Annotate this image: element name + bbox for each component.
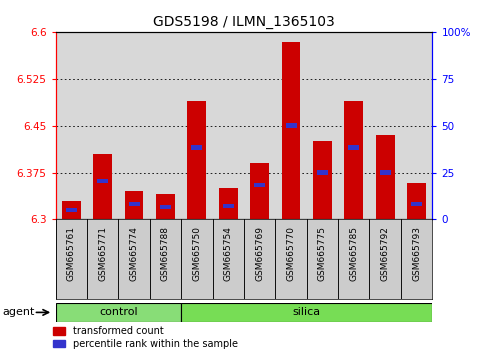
Text: agent: agent bbox=[2, 307, 35, 318]
Bar bbox=[97, 178, 108, 183]
Bar bbox=[250, 163, 269, 219]
Text: GSM665771: GSM665771 bbox=[98, 226, 107, 281]
Bar bbox=[285, 124, 297, 128]
Bar bbox=[56, 303, 181, 322]
Bar bbox=[187, 101, 206, 219]
Bar bbox=[282, 42, 300, 219]
Bar bbox=[66, 208, 77, 212]
Legend: transformed count, percentile rank within the sample: transformed count, percentile rank withi… bbox=[53, 326, 238, 349]
Text: GSM665750: GSM665750 bbox=[192, 226, 201, 281]
Title: GDS5198 / ILMN_1365103: GDS5198 / ILMN_1365103 bbox=[153, 16, 335, 29]
Bar bbox=[344, 101, 363, 219]
Bar bbox=[376, 135, 395, 219]
Bar bbox=[125, 191, 143, 219]
Text: GSM665754: GSM665754 bbox=[224, 226, 233, 281]
Bar bbox=[219, 188, 238, 219]
Bar bbox=[254, 183, 265, 187]
Bar bbox=[62, 201, 81, 219]
Bar bbox=[160, 205, 171, 209]
Text: GSM665761: GSM665761 bbox=[67, 226, 76, 281]
Text: GSM665785: GSM665785 bbox=[349, 226, 358, 281]
Bar bbox=[191, 145, 202, 150]
Text: GSM665793: GSM665793 bbox=[412, 226, 421, 281]
Text: GSM665769: GSM665769 bbox=[255, 226, 264, 281]
Text: GSM665788: GSM665788 bbox=[161, 226, 170, 281]
Text: silica: silica bbox=[293, 307, 321, 318]
Text: GSM665775: GSM665775 bbox=[318, 226, 327, 281]
Bar bbox=[317, 170, 328, 175]
Text: control: control bbox=[99, 307, 138, 318]
Bar bbox=[380, 170, 391, 175]
Bar bbox=[93, 154, 112, 219]
Bar bbox=[156, 194, 175, 219]
Bar bbox=[407, 183, 426, 219]
Bar bbox=[313, 141, 332, 219]
Bar bbox=[181, 303, 432, 322]
Bar bbox=[223, 204, 234, 208]
Bar bbox=[348, 145, 359, 150]
Bar bbox=[128, 202, 140, 206]
Bar bbox=[411, 202, 422, 206]
Text: GSM665774: GSM665774 bbox=[129, 226, 139, 281]
Text: GSM665792: GSM665792 bbox=[381, 226, 390, 281]
Text: GSM665770: GSM665770 bbox=[286, 226, 296, 281]
